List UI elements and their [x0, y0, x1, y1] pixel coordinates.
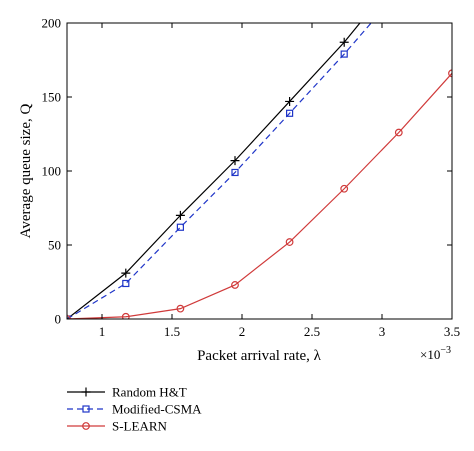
- legend-swatch-marker: [81, 387, 91, 397]
- y-tick-label: 150: [42, 90, 62, 105]
- legend-label: Modified-CSMA: [112, 402, 202, 417]
- data-point-1-1: [122, 279, 130, 288]
- data-point-1-6: [386, 0, 392, 5]
- data-point-1-2: [176, 223, 184, 231]
- legend-label: Random H&T: [112, 385, 187, 400]
- series-line-1: [67, 23, 372, 319]
- y-tick-label: 200: [42, 16, 62, 31]
- x-tick-label: 3: [379, 324, 386, 339]
- legend-swatch-marker: [82, 405, 90, 413]
- x-axis-multiplier: ×10−3: [420, 345, 451, 362]
- x-tick-label: 2.5: [304, 324, 320, 339]
- marker-layer: [67, 0, 452, 319]
- x-tick-label: 3.5: [444, 324, 460, 339]
- data-point-2-1: [121, 312, 130, 319]
- y-tick-label: 0: [55, 312, 62, 327]
- series-line-2: [67, 72, 452, 319]
- data-point-1-3: [231, 168, 239, 177]
- legend-swatch-marker: [82, 422, 90, 430]
- data-point-2-6: [394, 128, 403, 137]
- data-point-2-4: [285, 238, 294, 246]
- y-tick-label: 100: [42, 164, 62, 179]
- x-tick-label: 2: [239, 324, 246, 339]
- y-tick-label: 50: [48, 238, 61, 253]
- legend: Random H&T Modified-CSMA S-LEARN: [67, 385, 202, 434]
- data-point-2-3: [231, 281, 239, 289]
- data-point-1-4: [286, 109, 294, 117]
- series-layer: [67, 23, 452, 319]
- x-axis-multiplier-exponent: −3: [440, 345, 451, 356]
- data-point-0-5: [339, 37, 349, 47]
- y-axis-label: Average queue size, Q: [18, 104, 34, 239]
- y-axis-ticks: 0 50 100 150 200: [42, 16, 452, 327]
- data-point-0-1: [121, 268, 131, 278]
- data-point-0-2: [175, 210, 185, 220]
- x-tick-label: 1: [99, 324, 106, 339]
- x-axis-label: Packet arrival rate, λ: [197, 348, 322, 364]
- x-axis-ticks: 1 1.5 2 2.5 3 3.5: [99, 23, 460, 339]
- data-point-0-3: [230, 156, 240, 166]
- data-point-1-5: [340, 50, 348, 58]
- data-point-2-7: [448, 69, 452, 78]
- legend-label: S-LEARN: [112, 419, 168, 434]
- data-point-2-2: [176, 304, 185, 313]
- data-point-0-4: [285, 96, 295, 106]
- series-line-0: [67, 23, 361, 319]
- data-point-2-5: [340, 184, 349, 193]
- x-tick-label: 1.5: [164, 324, 180, 339]
- x-axis-multiplier-base: ×10: [420, 347, 440, 362]
